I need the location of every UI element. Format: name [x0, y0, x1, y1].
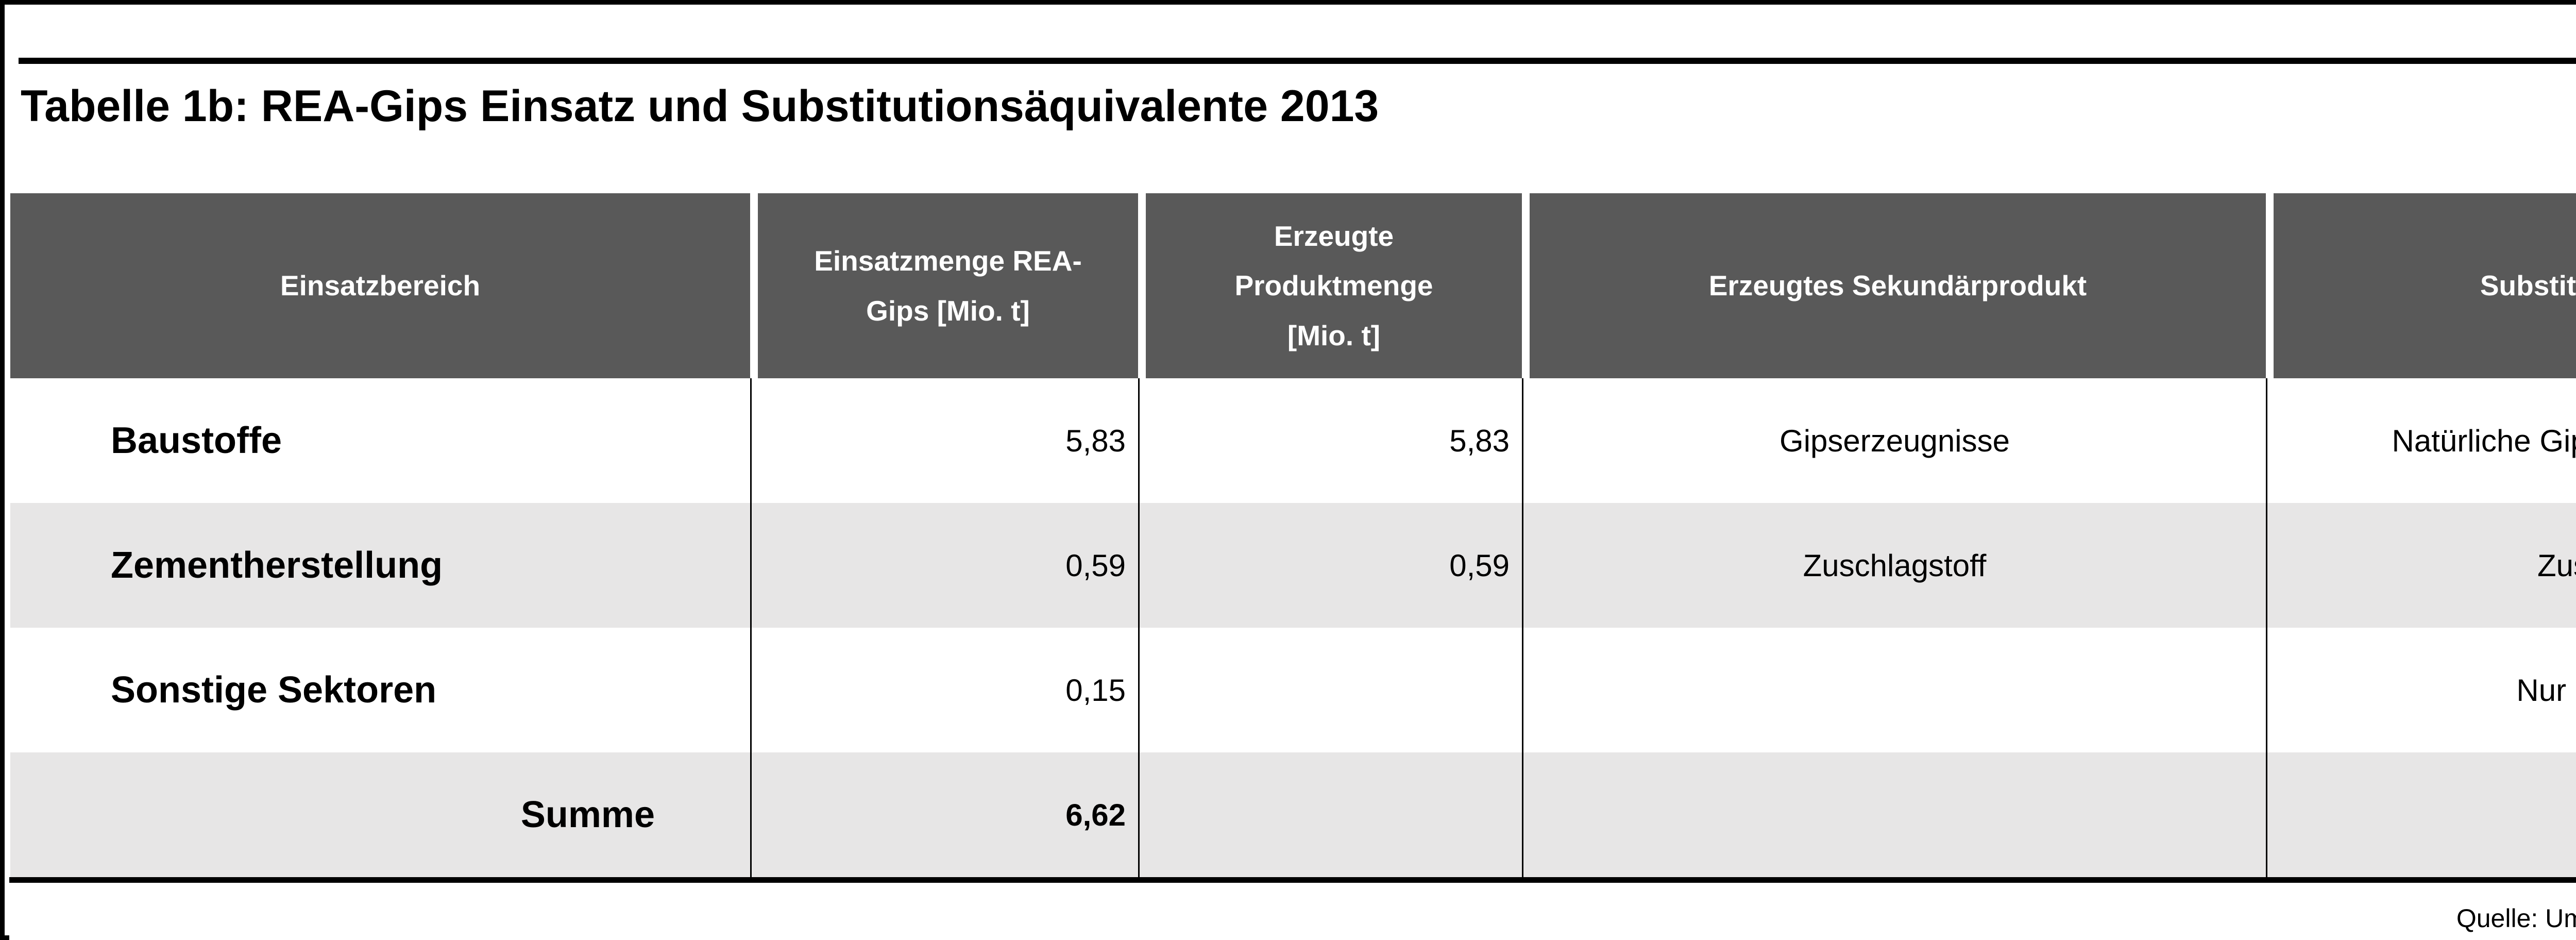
table-row-summe: Summe 6,62	[10, 752, 2576, 877]
table-body: Baustoffe 5,83 5,83 Gipserzeugnisse Natü…	[10, 378, 2576, 877]
source-band: Quelle: Umweltbundesamt, FKZ 3714 93 316…	[9, 883, 2576, 940]
header-einsatzmenge: Einsatzmenge REA- Gips [Mio. t]	[750, 193, 1138, 378]
cell-sekundaerprodukt	[1522, 752, 2266, 877]
cell-einsatzmenge: 0,15	[750, 628, 1138, 752]
header-einsatzbereich: Einsatzbereich	[10, 193, 750, 378]
cell-produktmenge	[1138, 628, 1522, 752]
cell-sekundaerprodukt	[1522, 628, 2266, 752]
table-row: Baustoffe 5,83 5,83 Gipserzeugnisse Natü…	[10, 378, 2576, 503]
cell-substitutionsaequivalent	[2266, 752, 2576, 877]
row-label: Sonstige Sektoren	[10, 628, 750, 752]
cell-produktmenge	[1138, 752, 1522, 877]
cell-produktmenge: 5,83	[1138, 378, 1522, 503]
cell-produktmenge: 0,59	[1138, 503, 1522, 628]
header-sekundaerprodukt: Erzeugtes Sekundärprodukt	[1522, 193, 2266, 378]
top-divider-rule	[19, 58, 2576, 64]
row-label: Summe	[10, 752, 750, 877]
figure-content: Tabelle 1b: REA-Gips Einsatz und Substit…	[9, 9, 2576, 940]
header-produktmenge: Erzeugte Produktmenge [Mio. t]	[1138, 193, 1522, 378]
cell-sekundaerprodukt: Zuschlagstoff	[1522, 503, 2266, 628]
table-header-row: Einsatzbereich Einsatzmenge REA- Gips [M…	[10, 193, 2576, 378]
header-substitutionsaequivalent: Substitutionsäquivalent	[2266, 193, 2576, 378]
cell-sekundaerprodukt: Gipserzeugnisse	[1522, 378, 2266, 503]
cell-einsatzmenge: 6,62	[750, 752, 1138, 877]
table-row: Zementherstellung 0,59 0,59 Zuschlagstof…	[10, 503, 2576, 628]
table-row: Sonstige Sektoren 0,15 Nur Eigengewicht	[10, 628, 2576, 752]
cell-einsatzmenge: 0,59	[750, 503, 1138, 628]
cell-substitutionsaequivalent: Nur Eigengewicht	[2266, 628, 2576, 752]
cell-einsatzmenge: 5,83	[750, 378, 1138, 503]
cell-substitutionsaequivalent: Natürliche Gipsgestein und Anhydrit	[2266, 378, 2576, 503]
bottom-divider-rule	[9, 877, 2576, 883]
source-text: Quelle: Umweltbundesamt, FKZ 3714 93 316…	[2456, 903, 2576, 933]
page-title: Tabelle 1b: REA-Gips Einsatz und Substit…	[21, 81, 1379, 131]
row-label: Zementherstellung	[10, 503, 750, 628]
cell-substitutionsaequivalent: Zuschlagstoffe	[2266, 503, 2576, 628]
row-label: Baustoffe	[10, 378, 750, 503]
